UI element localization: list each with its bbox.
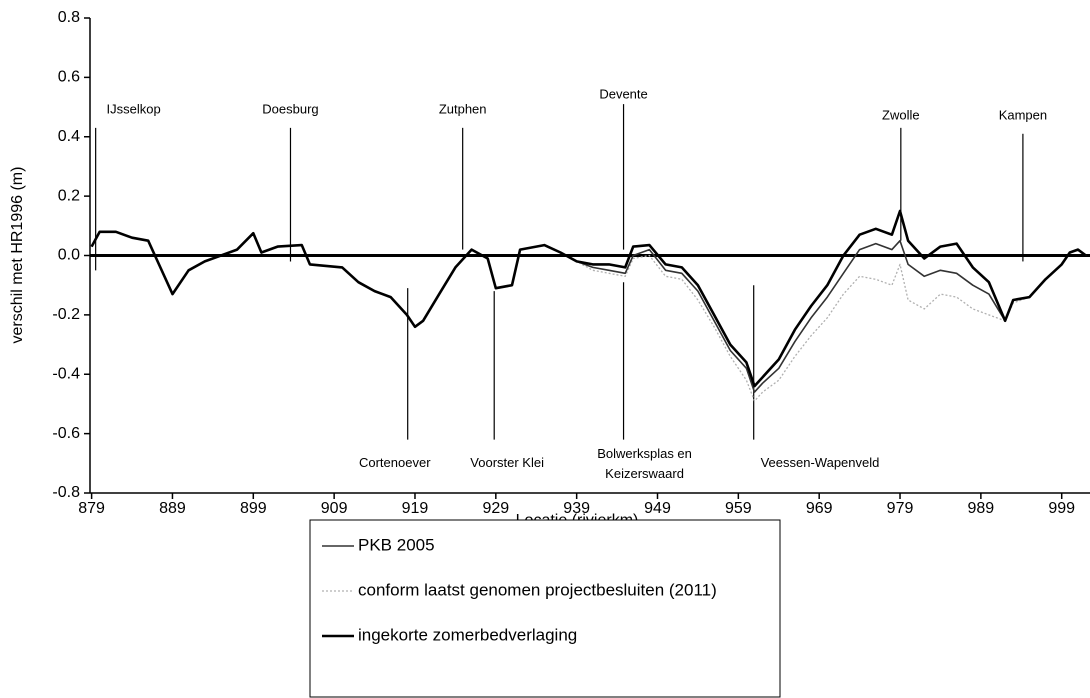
annotation-label: Devente (599, 87, 647, 102)
x-tick-label: 889 (159, 500, 186, 517)
x-tick-label: 989 (968, 500, 995, 517)
x-tick-label: 919 (402, 500, 429, 517)
x-tick-label: 899 (240, 500, 267, 517)
annotation-label: Doesburg (262, 101, 318, 116)
x-tick-label: 959 (725, 500, 752, 517)
y-tick-label: 0.8 (58, 9, 80, 26)
legend-label: ingekorte zomerbedverlaging (358, 625, 577, 644)
y-tick-label: -0.2 (52, 306, 80, 323)
x-tick-label: 879 (78, 500, 105, 517)
annotation-label: Keizerswaard (605, 466, 684, 481)
y-tick-label: -0.8 (52, 484, 80, 501)
y-tick-label: 0.4 (58, 128, 80, 145)
x-tick-label: 969 (806, 500, 833, 517)
y-tick-label: 0.0 (58, 247, 80, 264)
y-tick-label: 0.6 (58, 69, 80, 86)
annotation-label: Bolwerksplas en (597, 446, 692, 461)
x-tick-label: 999 (1048, 500, 1075, 517)
series-line (91, 231, 1087, 402)
annotation-label: IJsselkop (107, 101, 161, 116)
annotation-label: Zwolle (882, 107, 920, 122)
x-tick-label: 929 (482, 500, 509, 517)
annotation-label: Veessen-Wapenveld (761, 455, 880, 470)
x-tick-label: 949 (644, 500, 671, 517)
x-tick-label: 939 (563, 500, 590, 517)
y-axis-label: verschil met HR1996 (m) (9, 167, 26, 344)
y-tick-label: -0.6 (52, 425, 80, 442)
legend-label: PKB 2005 (358, 535, 435, 554)
annotation-label: Voorster Klei (470, 455, 544, 470)
x-tick-label: 979 (887, 500, 914, 517)
annotation-label: Cortenoever (359, 455, 431, 470)
series-line (90, 209, 1087, 388)
x-tick-label: 909 (321, 500, 348, 517)
legend-label: conform laatst genomen projectbesluiten … (358, 580, 717, 599)
legend-box (309, 519, 781, 698)
annotation-label: Zutphen (439, 101, 487, 116)
y-tick-label: -0.4 (52, 365, 80, 382)
y-tick-label: 0.2 (58, 187, 80, 204)
annotation-label: Kampen (999, 107, 1047, 122)
